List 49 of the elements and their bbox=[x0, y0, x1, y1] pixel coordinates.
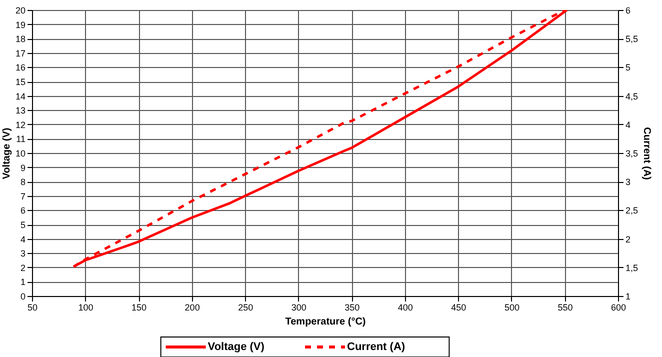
y-tick-label: 17 bbox=[15, 48, 26, 58]
x-tick-label: 200 bbox=[184, 302, 200, 312]
y2-axis-title: Current (A) bbox=[641, 127, 652, 180]
y2-tick-label: 4 bbox=[626, 120, 631, 130]
x-tick-label: 250 bbox=[238, 302, 254, 312]
legend-label: Current (A) bbox=[347, 341, 406, 353]
y-tick-label: 3 bbox=[20, 248, 26, 259]
y-tick-label: 7 bbox=[20, 191, 26, 202]
y2-tick-label: 1 bbox=[626, 292, 631, 302]
y2-tick-label: 2,5 bbox=[626, 206, 638, 216]
y-tick-label: 0 bbox=[20, 292, 26, 302]
y-tick-label: 10 bbox=[15, 148, 26, 158]
x-tick-label: 500 bbox=[504, 302, 520, 312]
x-tick-label: 300 bbox=[291, 302, 306, 312]
y-tick-label: 2 bbox=[20, 262, 26, 273]
y2-tick-label: 3 bbox=[626, 177, 631, 188]
y2-tick-label: 3,5 bbox=[626, 148, 638, 158]
x-tick-label: 150 bbox=[132, 302, 147, 312]
y2-tick-label: 4,5 bbox=[626, 91, 638, 102]
legend-label: Voltage (V) bbox=[208, 341, 265, 353]
x-axis-title: Temperature (°C) bbox=[285, 316, 366, 328]
x-tick-label: 50 bbox=[27, 302, 38, 312]
x-tick-label: 100 bbox=[78, 302, 94, 312]
x-tick-label: 600 bbox=[610, 302, 626, 312]
y-axis-title: Voltage (V) bbox=[1, 128, 12, 180]
x-tick-label: 550 bbox=[558, 302, 573, 312]
y2-tick-label: 5 bbox=[626, 62, 631, 73]
y-tick-label: 4 bbox=[20, 234, 26, 244]
y-tick-label: 19 bbox=[15, 20, 26, 30]
y2-tick-label: 5,5 bbox=[626, 34, 638, 44]
y-tick-label: 6 bbox=[20, 206, 26, 216]
y-tick-label: 20 bbox=[15, 6, 26, 16]
y-tick-label: 1 bbox=[20, 277, 26, 288]
y-tick-label: 18 bbox=[15, 34, 26, 44]
y2-tick-label: 2 bbox=[626, 234, 631, 244]
y-tick-label: 16 bbox=[15, 62, 26, 73]
x-tick-label: 350 bbox=[344, 302, 360, 312]
y-tick-label: 9 bbox=[20, 162, 26, 173]
y-tick-label: 14 bbox=[15, 91, 26, 102]
y-tick-label: 15 bbox=[15, 77, 26, 87]
y-tick-label: 12 bbox=[15, 120, 26, 130]
x-tick-label: 450 bbox=[451, 302, 466, 312]
y-tick-label: 5 bbox=[20, 220, 26, 230]
y-tick-label: 8 bbox=[20, 177, 26, 188]
y-tick-label: 11 bbox=[16, 134, 26, 144]
y2-tick-label: 6 bbox=[626, 6, 631, 16]
y2-tick-label: 1,5 bbox=[626, 262, 638, 273]
x-tick-label: 400 bbox=[398, 302, 413, 312]
y-tick-label: 13 bbox=[15, 106, 26, 116]
